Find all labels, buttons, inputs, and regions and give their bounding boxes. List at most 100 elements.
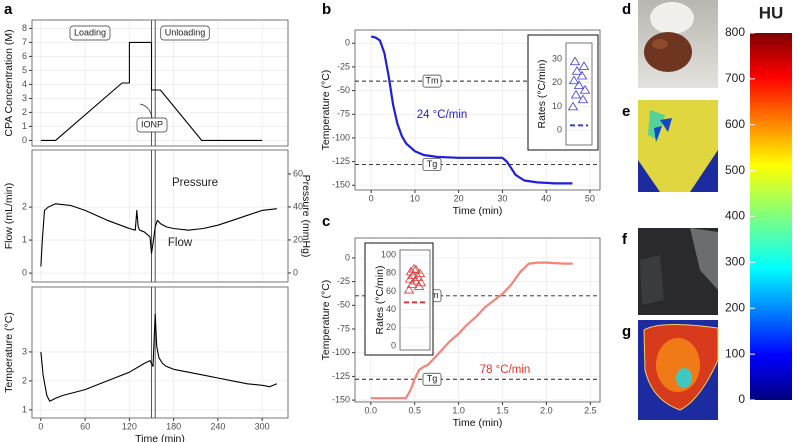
y-axis-title: Rates (°C/min) xyxy=(536,60,548,129)
y2-tick-label: 20 xyxy=(293,234,303,244)
rate-point xyxy=(405,266,417,276)
annotation: Unloading xyxy=(165,27,206,37)
photo-f xyxy=(638,228,718,315)
label-box xyxy=(422,158,442,171)
panel-label: b xyxy=(322,1,331,18)
series-line xyxy=(40,41,263,141)
y-tick-label: 40 xyxy=(386,304,396,314)
colorbar-tick-label: 200 xyxy=(725,300,745,314)
rate-point xyxy=(408,263,420,273)
x-tick-label: 240 xyxy=(210,421,225,431)
plot-border xyxy=(399,249,431,351)
y-tick-label: 2 xyxy=(22,201,27,211)
rate-point xyxy=(578,61,590,70)
ct-g xyxy=(638,320,719,420)
x-tick-label: 2.0 xyxy=(540,405,553,415)
plot-border xyxy=(31,286,289,419)
y-tick-label: 0 xyxy=(345,252,350,262)
series-line xyxy=(40,203,277,267)
y-tick-label: 2 xyxy=(22,375,27,385)
annotation: IONP xyxy=(141,119,163,129)
photo-d xyxy=(638,0,718,88)
y-tick-label: 1 xyxy=(22,121,27,131)
y-tick-label: -50 xyxy=(337,300,350,310)
y-tick-label: -25 xyxy=(337,61,350,71)
panel-label: f xyxy=(622,231,628,248)
y-axis-title: Temperature (°C) xyxy=(3,312,15,393)
y-axis-title: CPA Concentration (M) xyxy=(3,29,15,136)
reference-label: Tg xyxy=(427,374,438,384)
reference-label: Tg xyxy=(427,159,438,169)
inset-frame xyxy=(527,34,599,151)
plot-area xyxy=(32,287,288,418)
panel-label: c xyxy=(322,213,330,230)
x-tick-label: 180 xyxy=(166,421,181,431)
y-axis-title: Temperature (°C) xyxy=(320,280,332,361)
annotation: Loading xyxy=(74,27,106,37)
rate-point xyxy=(576,70,588,80)
plot-border xyxy=(31,149,289,283)
colorbar-tick-label: 0 xyxy=(738,392,745,406)
inset-frame xyxy=(364,242,434,356)
colorbar xyxy=(750,33,792,400)
x-tick-label: 1.0 xyxy=(452,405,465,415)
panel-label: e xyxy=(622,103,630,120)
plot-border xyxy=(354,237,601,403)
y-tick-label: 3 xyxy=(22,93,27,103)
y-tick-label: 20 xyxy=(386,322,396,332)
y-tick-label: -150 xyxy=(332,180,350,190)
annotation: 24 °C/min xyxy=(417,109,468,121)
colorbar-tick-label: 800 xyxy=(725,25,745,39)
plot-border xyxy=(565,42,593,146)
y-tick-label: 20 xyxy=(552,77,562,87)
y-tick-label: -75 xyxy=(337,323,350,333)
x-tick-label: 2.5 xyxy=(584,405,597,415)
y-axis-title: Rates (°C/min) xyxy=(374,266,386,335)
y-tick-label: -25 xyxy=(337,276,350,286)
colorbar-title: HU xyxy=(759,3,784,22)
panel-label: d xyxy=(622,1,631,18)
label-box xyxy=(422,74,442,88)
annotation: Flow xyxy=(168,237,193,249)
y-tick-label: -50 xyxy=(337,85,350,95)
y-tick-label: 3 xyxy=(22,346,27,356)
y-tick-label: 0 xyxy=(345,38,350,48)
y-tick-label: 8 xyxy=(22,23,27,33)
y-tick-label: -100 xyxy=(332,132,350,142)
y-axis-title: Flow (mL/min) xyxy=(3,183,15,250)
colorbar-tick-label: 100 xyxy=(725,346,745,360)
x-tick-label: 0 xyxy=(369,193,374,203)
annotation: Pressure xyxy=(172,177,218,189)
series-line xyxy=(370,35,573,185)
panel-label: a xyxy=(4,1,13,18)
series-line xyxy=(40,313,278,402)
y-tick-label: 30 xyxy=(552,53,562,63)
y-tick-label: 1 xyxy=(22,404,27,414)
colorbar-tick-label: 500 xyxy=(725,163,745,177)
label-box xyxy=(422,372,442,386)
x-tick-label: 10 xyxy=(410,193,420,203)
y-tick-label: 5 xyxy=(22,65,27,75)
y-tick-label: -125 xyxy=(332,156,350,166)
y-tick-label: -150 xyxy=(332,394,350,404)
colorbar-tick-label: 600 xyxy=(725,117,745,131)
y-tick-label: 6 xyxy=(22,51,27,61)
annotation: 78 °C/min xyxy=(480,364,531,376)
x-tick-label: 60 xyxy=(80,421,90,431)
y-tick-label: -100 xyxy=(332,347,350,357)
x-tick-label: 300 xyxy=(255,421,270,431)
rate-point xyxy=(403,284,415,294)
x-axis-title: Time (min) xyxy=(135,433,185,442)
annotation-arrow xyxy=(139,103,153,119)
reference-label: Tm xyxy=(426,75,439,85)
panel-label: g xyxy=(622,323,631,340)
rate-point xyxy=(567,101,579,111)
y-tick-label: 100 xyxy=(381,249,396,259)
y-tick-label: 7 xyxy=(22,37,27,47)
x-tick-label: 120 xyxy=(122,421,137,431)
y-tick-label: 2 xyxy=(22,107,27,117)
ct-e xyxy=(638,100,718,192)
y-tick-label: 80 xyxy=(386,268,396,278)
colorbar-tick-label: 300 xyxy=(725,255,745,269)
plot-border xyxy=(354,29,601,191)
